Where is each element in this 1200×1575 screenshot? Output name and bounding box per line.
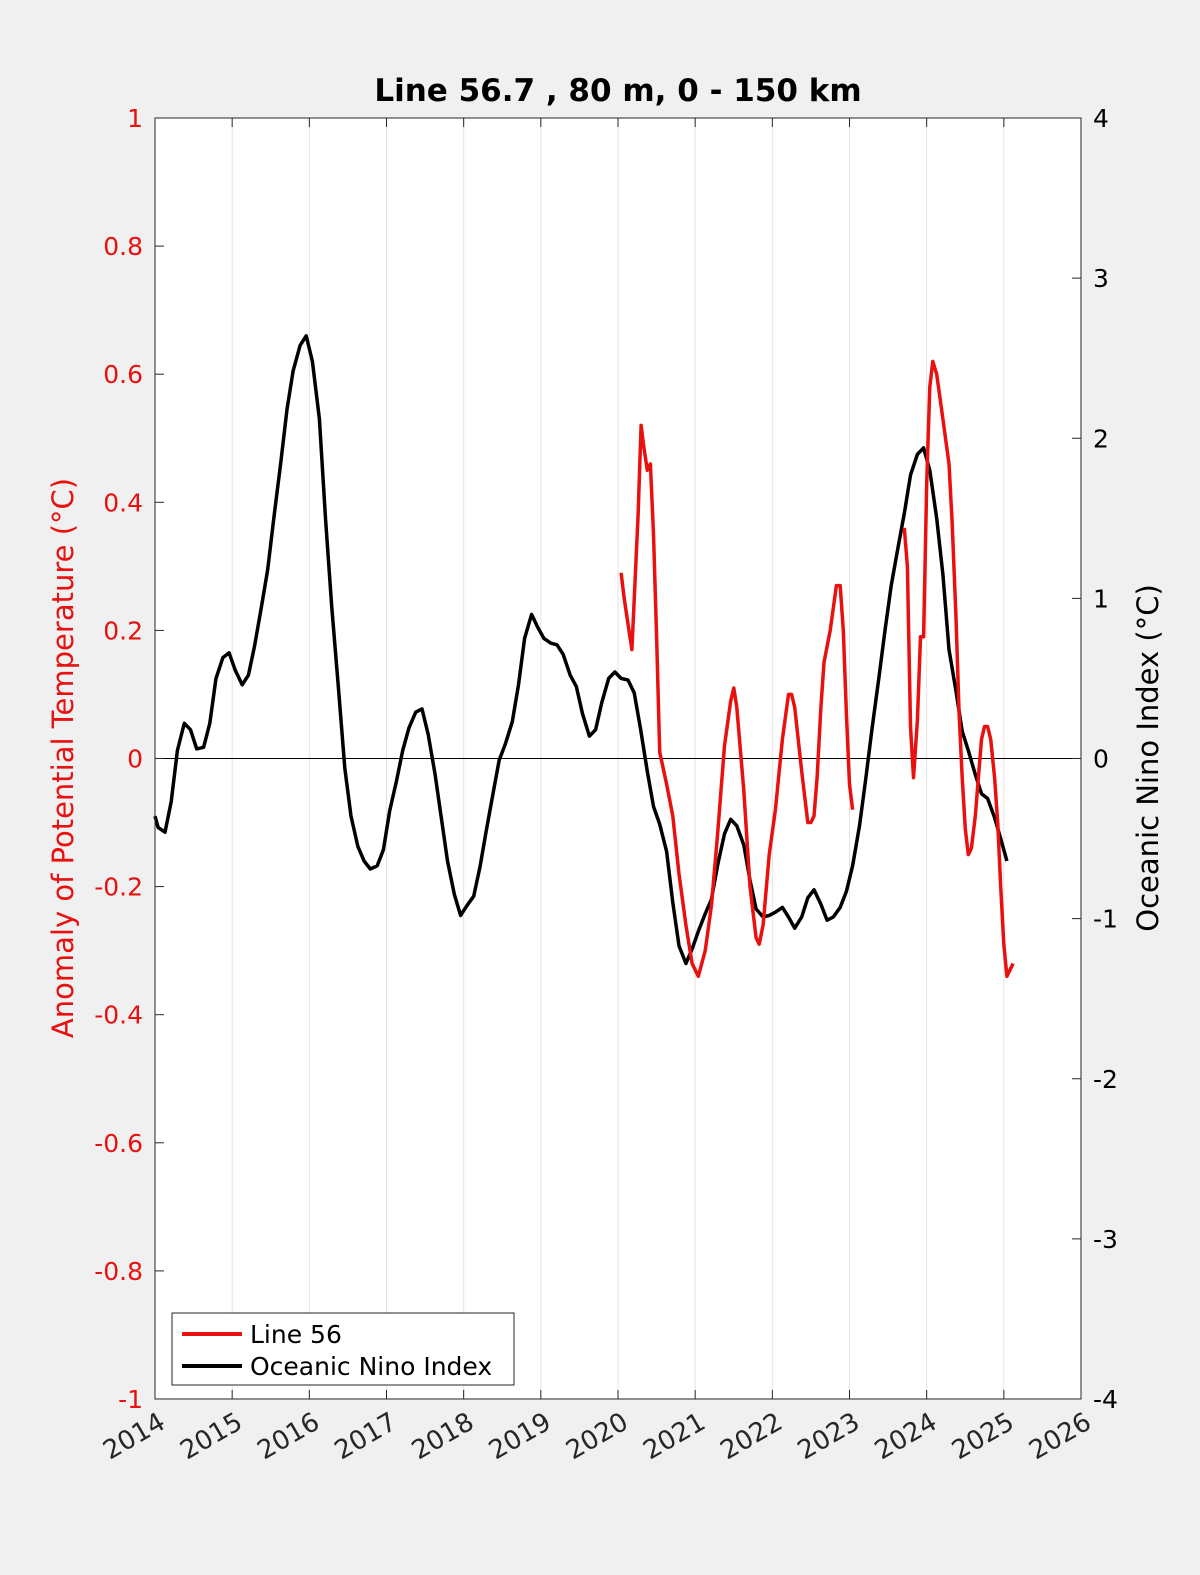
x-tick-label: 2018 [407, 1407, 479, 1466]
x-tick-label: 2023 [793, 1407, 865, 1466]
y-left-tick-label: 0.8 [103, 232, 143, 261]
y-left-tick-label: -0.8 [94, 1257, 143, 1286]
y-left-tick-label: -0.2 [94, 873, 143, 902]
y-left-tick-label: -0.4 [94, 1001, 143, 1030]
y-left-tick-label: -1 [118, 1385, 143, 1414]
x-tick-label: 2022 [716, 1407, 788, 1466]
x-tick-label: 2016 [253, 1407, 325, 1466]
y-right-tick-label: -4 [1093, 1385, 1118, 1414]
y-right-tick-label: 1 [1093, 584, 1109, 613]
y-left-tick-label: 0 [127, 745, 143, 774]
y-axis-left-label: Anomaly of Potential Temperature (°C) [46, 478, 80, 1038]
x-tick-label: 2021 [638, 1407, 710, 1466]
y-right-tick-label: -1 [1093, 905, 1118, 934]
legend-label-line56: Line 56 [250, 1320, 342, 1349]
x-tick-label: 2015 [175, 1407, 247, 1466]
x-tick-label: 2017 [330, 1407, 402, 1466]
y-right-tick-label: 2 [1093, 424, 1109, 453]
y-axis-left: 1 0.8 0.6 0.4 0.2 0 -0.2 -0.4 -0.6 -0.8 -1 [94, 104, 164, 1414]
series-group [153, 334, 1015, 979]
x-tick-label: 2014 [98, 1407, 170, 1466]
y-axis-right-label: Oceanic Nino Index (°C) [1131, 584, 1165, 932]
x-tick-label: 2020 [561, 1407, 633, 1466]
y-left-tick-label: 0.6 [103, 360, 143, 389]
y-left-tick-label: 1 [127, 104, 143, 133]
x-tick-label: 2026 [1024, 1407, 1096, 1466]
series-line-oni [153, 334, 1009, 966]
y-left-tick-label: 0.2 [103, 616, 143, 645]
series-line-line56 [902, 359, 1015, 979]
y-right-tick-label: 3 [1093, 264, 1109, 293]
y-right-tick-label: -3 [1093, 1225, 1118, 1254]
x-tick-label: 2025 [947, 1407, 1019, 1466]
series-line-line56 [619, 423, 855, 979]
x-tick-label: 2024 [870, 1407, 942, 1466]
y-left-tick-label: -0.6 [94, 1129, 143, 1158]
legend-box [171, 1312, 515, 1386]
legend-label-oni: Oceanic Nino Index [250, 1352, 492, 1381]
chart-title: Line 56.7 , 80 m, 0 - 150 km [374, 73, 861, 109]
y-axis-right: 4 3 2 1 0 -1 -2 -3 -4 [1072, 104, 1118, 1414]
y-right-tick-label: -2 [1093, 1065, 1118, 1094]
x-tick-label: 2019 [484, 1407, 556, 1466]
y-right-tick-label: 4 [1093, 104, 1109, 133]
legend: Line 56 Oceanic Nino Index [171, 1312, 515, 1386]
y-left-tick-label: 0.4 [103, 488, 143, 517]
y-right-tick-label: 0 [1093, 745, 1109, 774]
